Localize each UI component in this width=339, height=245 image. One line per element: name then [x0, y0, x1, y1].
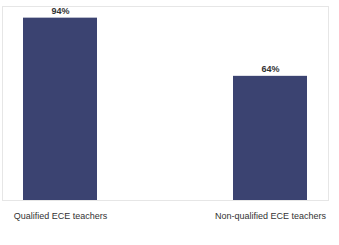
svg-text:Qualified ECE teachers: Qualified ECE teachers: [14, 211, 108, 221]
svg-text:64%: 64%: [261, 64, 279, 74]
svg-text:94%: 94%: [51, 6, 69, 16]
svg-text:Non-qualified ECE teachers: Non-qualified ECE teachers: [215, 211, 327, 221]
